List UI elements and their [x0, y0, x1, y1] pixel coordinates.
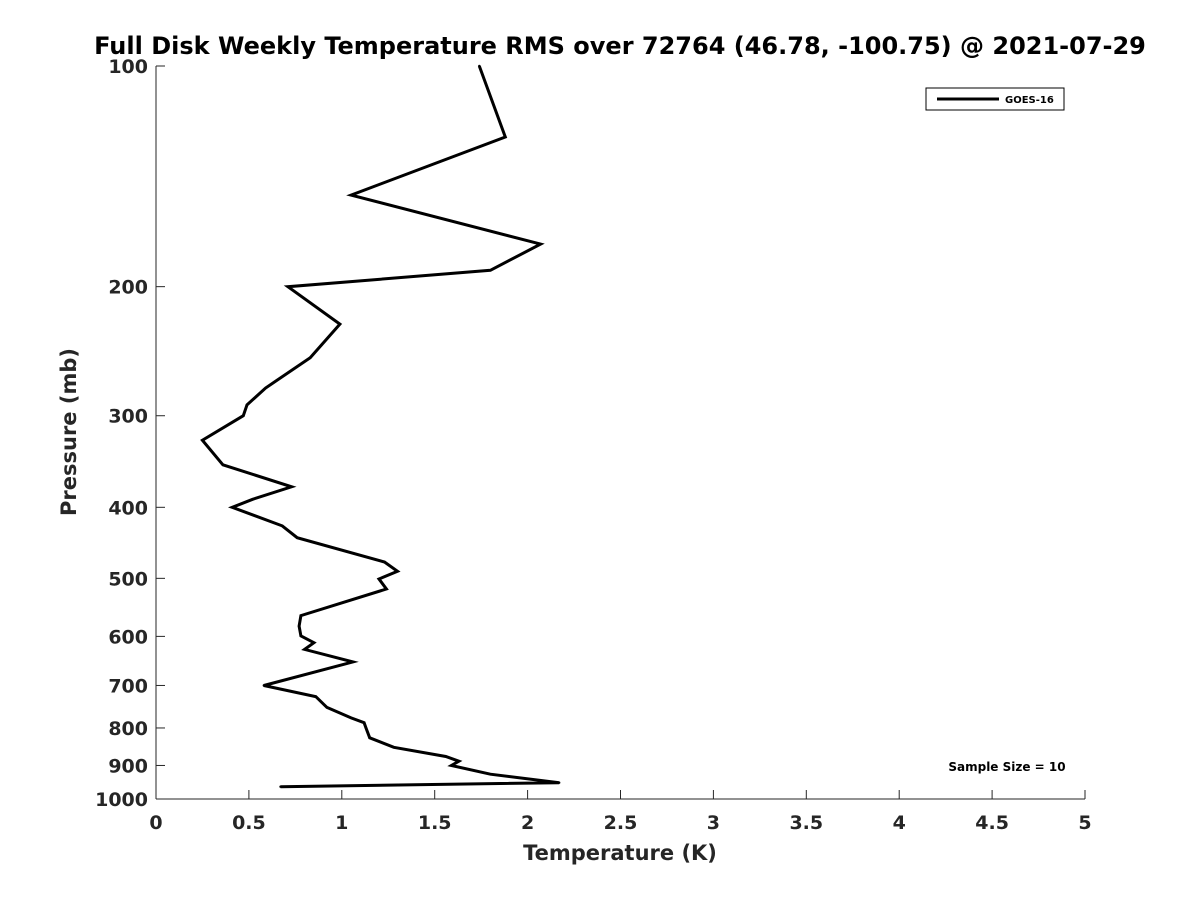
x-tick-label: 1.5: [418, 812, 452, 834]
y-tick-label: 300: [108, 406, 148, 428]
x-tick-label: 4: [893, 812, 906, 834]
series-point: [299, 634, 303, 638]
y-tick-label: 400: [108, 497, 148, 519]
series-point: [264, 386, 267, 390]
series-point: [290, 485, 293, 488]
series-point: [262, 684, 265, 687]
x-tick-label: 0: [149, 812, 162, 834]
series-point: [377, 577, 381, 581]
x-tick-label: 3: [707, 812, 720, 834]
x-tick-label: 5: [1078, 812, 1091, 834]
y-tick-label: 1000: [95, 789, 148, 811]
y-axis-label: Pressure (mb): [57, 348, 81, 516]
series-point: [450, 764, 453, 767]
series-point: [312, 641, 316, 644]
series-point: [242, 414, 245, 417]
series-point: [364, 726, 368, 730]
legend-label: GOES-16: [1005, 95, 1054, 106]
series-point: [351, 660, 355, 664]
series-point: [392, 746, 395, 749]
series-point: [221, 463, 225, 466]
series-point: [296, 536, 299, 539]
series-point: [231, 506, 234, 509]
series-point: [478, 64, 481, 68]
chart-title: Full Disk Weekly Temperature RMS over 72…: [94, 32, 1146, 60]
series-line: [200, 65, 560, 789]
y-tick-label: 500: [108, 568, 148, 590]
series-point: [303, 648, 306, 651]
y-tick-label: 900: [108, 755, 148, 777]
series-point: [297, 624, 301, 628]
x-tick-label: 0.5: [232, 812, 266, 834]
series-point: [385, 587, 388, 591]
sample-size-annotation: Sample Size = 10: [948, 760, 1065, 774]
series-point: [444, 755, 447, 758]
y-tick-label: 100: [108, 56, 148, 78]
series-point: [279, 785, 282, 788]
x-tick-label: 2: [521, 812, 534, 834]
series-point: [286, 285, 290, 288]
ticks: 0 0.5 1 1.5 2 2.5 3 3.5 4 4.5 5 100 200 300 400 500 600 7…: [95, 56, 1092, 834]
series-point: [201, 439, 204, 442]
legend: GOES-16: [925, 87, 1065, 111]
series-point: [325, 706, 329, 709]
series-point: [396, 570, 399, 573]
series-point: [299, 614, 303, 617]
series-point: [489, 773, 492, 776]
series-point: [489, 269, 492, 272]
y-tick-label: 700: [108, 675, 148, 697]
series-point: [251, 498, 254, 501]
series-point: [362, 721, 366, 724]
series-point: [539, 242, 542, 246]
x-tick-label: 4.5: [975, 812, 1009, 834]
y-tick-label: 600: [108, 626, 148, 648]
series-point: [349, 716, 353, 720]
series-point: [349, 193, 353, 197]
series-layer: [200, 64, 561, 789]
x-tick-label: 1: [335, 812, 348, 834]
series-point: [368, 736, 371, 739]
y-tick-label: 200: [108, 277, 148, 299]
series-point: [281, 524, 284, 528]
x-tick-label: 3.5: [789, 812, 823, 834]
series-point: [457, 760, 461, 763]
series-point: [314, 695, 317, 698]
series-point: [504, 135, 507, 139]
series-point: [383, 560, 386, 564]
series-point: [558, 781, 561, 784]
x-tick-label: 2.5: [604, 812, 638, 834]
series-GOES-16: [200, 64, 561, 789]
series-point: [309, 356, 312, 359]
x-axis-label: Temperature (K): [523, 841, 717, 865]
series-point: [338, 322, 342, 326]
axes: [155, 66, 1085, 800]
series-point: [245, 403, 249, 407]
y-tick-label: 800: [108, 718, 148, 740]
